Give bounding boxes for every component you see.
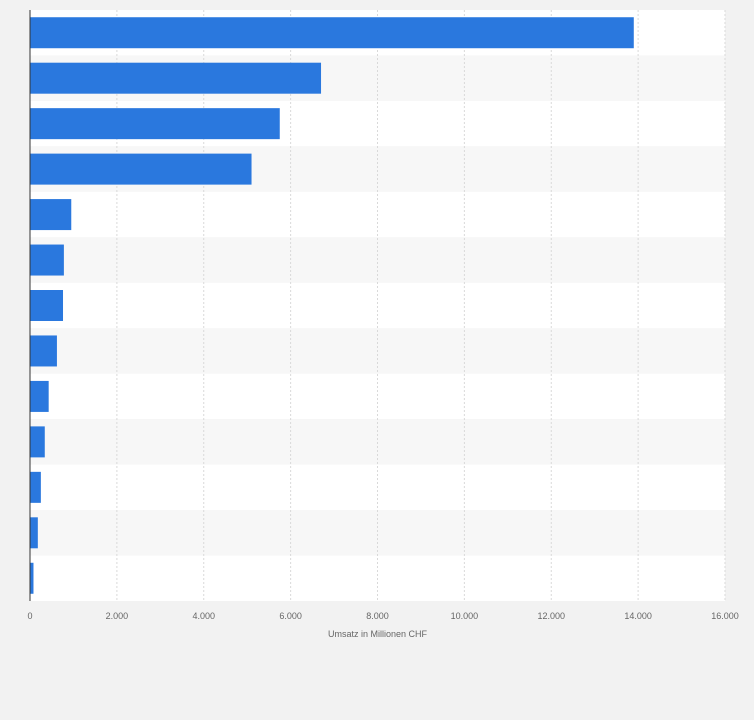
bar[interactable]: [30, 199, 72, 231]
x-tick-label: 16.000: [711, 611, 739, 621]
bar[interactable]: [30, 62, 322, 94]
bars: [30, 17, 634, 594]
bar[interactable]: [30, 335, 57, 367]
bar[interactable]: [30, 244, 64, 276]
bar[interactable]: [30, 290, 64, 321]
x-tick-label: 14.000: [624, 611, 652, 621]
x-tick-label: 8.000: [366, 611, 389, 621]
bar[interactable]: [30, 426, 45, 458]
bar[interactable]: [30, 517, 38, 549]
row-band: [30, 510, 725, 556]
bar[interactable]: [30, 108, 280, 140]
bar[interactable]: [30, 562, 34, 594]
row-band: [30, 419, 725, 465]
x-tick-label: 4.000: [192, 611, 215, 621]
row-band: [30, 282, 725, 329]
x-tick-label: 6.000: [279, 611, 302, 621]
bar[interactable]: [30, 153, 252, 185]
x-tick-label: 12.000: [537, 611, 565, 621]
row-band: [30, 373, 725, 420]
x-tick-label: 0: [27, 611, 32, 621]
x-axis-title: Umsatz in Millionen CHF: [328, 629, 428, 639]
bar[interactable]: [30, 380, 49, 412]
bar[interactable]: [30, 471, 41, 503]
bar[interactable]: [30, 17, 634, 49]
x-axis-ticks: 0 2.000 4.000 6.000 8.000 10.000 12.000 14.000 1…: [27, 611, 738, 621]
x-tick-label: 2.000: [106, 611, 129, 621]
x-tick-label: 10.000: [451, 611, 479, 621]
gridlines: [116, 10, 726, 601]
